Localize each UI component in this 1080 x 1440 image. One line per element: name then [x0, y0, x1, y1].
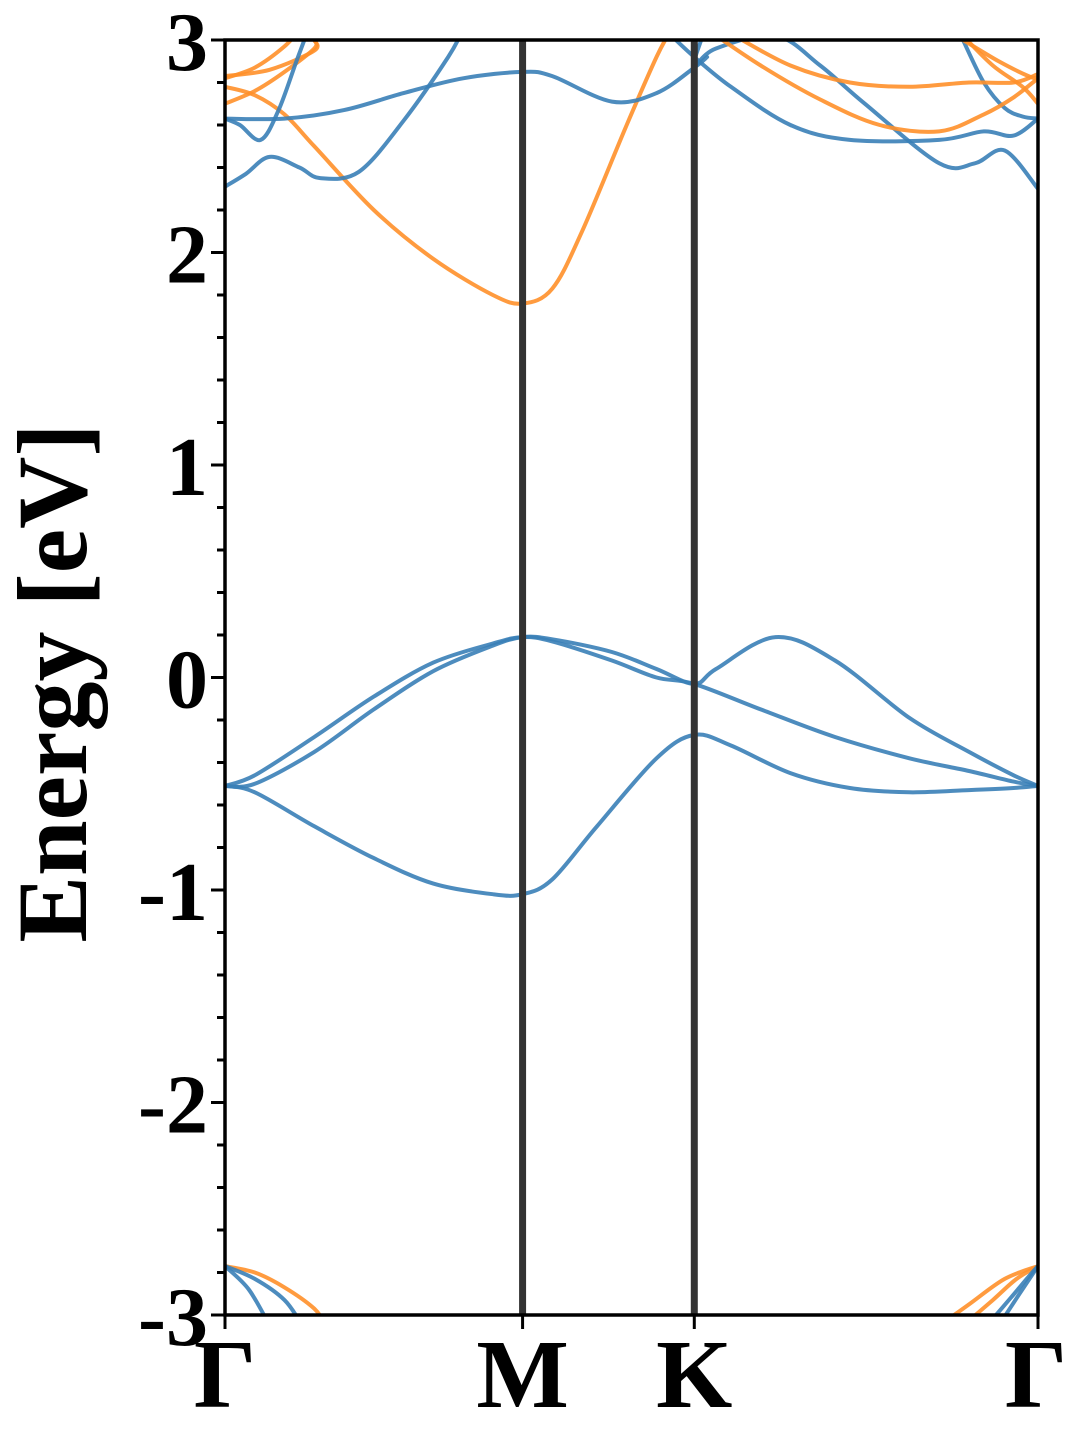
- band-line-blue-0: [225, 634, 1038, 789]
- band-line-blue-12: [961, 40, 1038, 121]
- y-tick-label: -2: [138, 1059, 208, 1152]
- y-tick-label: 3: [166, 0, 208, 89]
- plot-frame: [223, 38, 1040, 1317]
- y-axis-title: Energy [eV]: [0, 423, 108, 942]
- x-tick-label: K: [656, 1321, 732, 1429]
- y-axis: 3 2 1 0 -1 -2 -3: [138, 0, 225, 1364]
- x-tick-label: Γ: [194, 1321, 256, 1429]
- band-line-orange-20: [950, 1264, 1038, 1315]
- band-line-blue-19: [225, 1264, 267, 1315]
- y-tick-label: 1: [166, 421, 208, 514]
- y-tick-label: 2: [166, 209, 208, 302]
- band-line-blue-2: [225, 732, 1038, 898]
- band-line-orange-13: [718, 40, 1038, 134]
- band-line-blue-1: [225, 635, 1038, 788]
- band-line-blue-10: [672, 40, 1038, 144]
- band-line-orange-16: [961, 40, 1038, 81]
- band-line-orange-3: [225, 40, 668, 306]
- band-line-blue-8: [225, 40, 461, 189]
- y-tick-label: 0: [166, 634, 208, 727]
- y-tick-label: -3: [138, 1271, 208, 1364]
- y-tick-label: -1: [138, 846, 208, 939]
- band-line-blue-9: [225, 40, 307, 143]
- x-tick-label: M: [476, 1321, 569, 1429]
- x-tick-label: Γ: [1005, 1321, 1067, 1429]
- band-line-blue-23: [1003, 1264, 1038, 1315]
- band-line-blue-11: [691, 40, 1038, 191]
- high-symmetry-lines: [519, 40, 698, 1315]
- bands-layer: [225, 40, 1038, 1315]
